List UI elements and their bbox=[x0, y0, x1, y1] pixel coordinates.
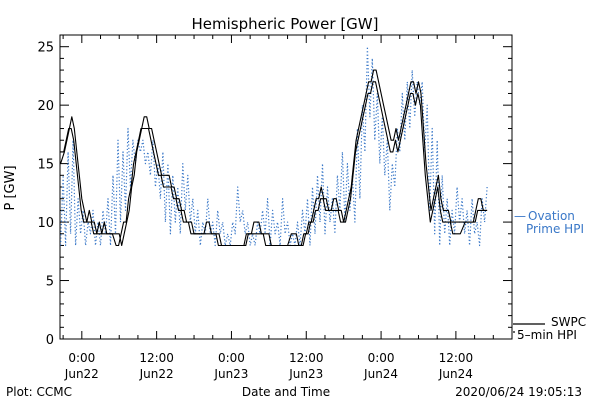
footer-plot-credit: Plot: CCMC bbox=[6, 385, 72, 399]
series-line-2 bbox=[60, 81, 488, 247]
legend-ovation-marker: — bbox=[514, 209, 526, 223]
y-tick-label: 15 bbox=[37, 158, 54, 173]
legend-swpc-line2: 5–min HPI bbox=[517, 328, 577, 342]
x-axis-label: Date and Time bbox=[242, 385, 330, 399]
legend-swpc-line1: SWPC bbox=[551, 315, 586, 329]
plot-area-frame bbox=[59, 34, 513, 340]
x-tick-time-label: 12:00 bbox=[289, 351, 324, 365]
x-tick-time-label: 12:00 bbox=[439, 351, 474, 365]
chart-title: Hemispheric Power [GW] bbox=[192, 15, 379, 33]
footer-timestamp: 2020/06/24 19:05:13 bbox=[455, 385, 582, 399]
y-tick-label: 0 bbox=[46, 333, 54, 348]
x-tick-time-label: 0:00 bbox=[218, 351, 245, 365]
legend-ovation: Ovation — Prime HPI bbox=[514, 209, 584, 236]
y-tick-label: 25 bbox=[37, 41, 54, 56]
legend-swpc: SWPC 5–min HPI bbox=[513, 315, 586, 342]
x-tick-date-label: Jun23 bbox=[288, 367, 323, 381]
x-tick-date-label: Jun23 bbox=[213, 367, 248, 381]
x-tick-time-label: 0:00 bbox=[68, 351, 95, 365]
x-tick-time-label: 12:00 bbox=[139, 351, 174, 365]
svg-text:P [GW]: P [GW] bbox=[3, 165, 18, 210]
y-tick-label: 10 bbox=[37, 216, 54, 231]
x-tick-time-label: 0:00 bbox=[368, 351, 395, 365]
y-tick-label: 20 bbox=[37, 99, 54, 114]
x-tick-date-label: Jun24 bbox=[363, 367, 398, 381]
y-axis-label: P [GW] bbox=[3, 165, 18, 210]
legend-ovation-line2: Prime HPI bbox=[526, 222, 584, 236]
x-tick-date-label: Jun24 bbox=[438, 367, 473, 381]
y-tick-label: 5 bbox=[46, 275, 54, 290]
legend-ovation-line1: Ovation bbox=[528, 209, 575, 223]
x-tick-date-label: Jun22 bbox=[139, 367, 174, 381]
x-tick-date-label: Jun22 bbox=[64, 367, 99, 381]
